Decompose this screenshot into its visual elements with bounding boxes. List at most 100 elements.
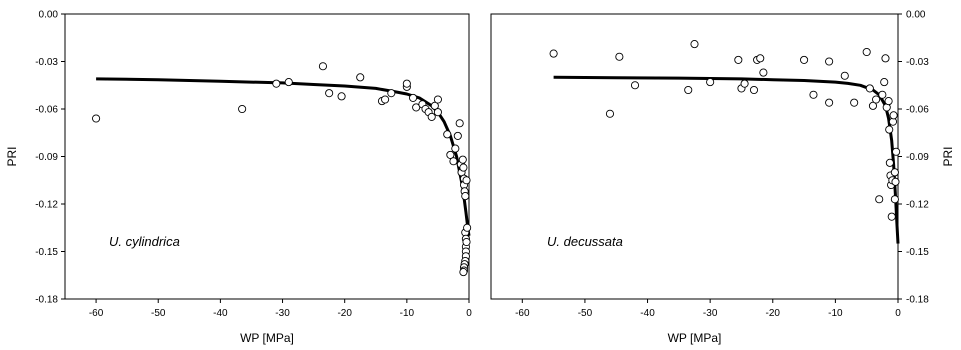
data-point	[840, 71, 849, 80]
data-point	[890, 195, 899, 204]
data-point	[878, 90, 887, 99]
data-point	[430, 101, 439, 110]
data-point	[272, 79, 281, 88]
species-annotation: U. decussata	[547, 234, 623, 249]
species-annotation: U. cylindrica	[109, 234, 180, 249]
data-point	[387, 89, 396, 98]
data-point	[884, 97, 893, 106]
data-point	[615, 52, 624, 61]
y-tick-label: -0.06	[906, 105, 929, 116]
x-tick-label: -30	[703, 308, 718, 319]
data-point	[443, 130, 452, 139]
plot-frame	[64, 13, 470, 300]
data-point	[459, 268, 468, 277]
data-point	[875, 195, 884, 204]
data-point	[809, 90, 818, 99]
y-axis-label: PRI	[5, 146, 19, 166]
data-point	[605, 109, 615, 118]
y-tick-label: -0.15	[906, 247, 929, 258]
y-tick-label: -0.09	[35, 152, 58, 163]
y-tick-label: -0.03	[906, 57, 929, 68]
data-point	[459, 163, 468, 172]
x-tick-label: -20	[337, 308, 352, 319]
data-point	[451, 144, 460, 153]
data-point	[690, 40, 699, 49]
y-tick-label: -0.06	[35, 105, 58, 116]
data-point	[868, 101, 878, 110]
data-point	[749, 85, 759, 95]
x-tick-label: -20	[766, 308, 781, 319]
data-point	[325, 89, 334, 98]
data-point	[458, 155, 467, 164]
data-point	[862, 47, 871, 57]
y-tick-label: 0.00	[906, 10, 926, 21]
data-point	[892, 147, 901, 156]
y-tick-label: 0.00	[39, 10, 59, 21]
x-tick-label: -40	[640, 308, 655, 319]
data-point	[238, 104, 247, 114]
data-point	[337, 92, 346, 101]
data-point	[850, 98, 859, 107]
data-point	[825, 98, 834, 107]
data-point	[318, 62, 327, 71]
data-point	[356, 73, 365, 82]
x-tick-label: -50	[151, 308, 166, 319]
y-tick-label: -0.15	[35, 247, 58, 258]
data-point	[684, 85, 693, 95]
fitted-curve	[96, 77, 471, 236]
data-point	[449, 157, 458, 166]
data-point	[706, 78, 715, 87]
data-point	[463, 223, 472, 232]
x-tick-label: -10	[400, 308, 415, 319]
data-point	[455, 119, 464, 128]
data-point	[461, 192, 470, 201]
data-point	[885, 125, 894, 134]
x-tick-label: -60	[515, 308, 530, 319]
data-point	[409, 93, 418, 102]
data-point	[865, 84, 874, 93]
x-tick-label: -40	[213, 308, 228, 319]
x-axis-label: WP [MPa]	[240, 331, 294, 345]
data-point	[92, 114, 101, 123]
data-point	[890, 168, 899, 177]
data-point	[734, 55, 743, 64]
x-tick-label: -30	[275, 308, 290, 319]
x-tick-label: 0	[895, 308, 901, 319]
data-point	[446, 150, 455, 159]
y-tick-label: -0.18	[906, 295, 929, 306]
data-point	[887, 212, 896, 221]
data-point	[885, 158, 894, 167]
data-point	[381, 95, 390, 104]
data-point	[462, 176, 471, 185]
data-point	[433, 108, 442, 117]
y-tick-label: -0.18	[35, 295, 58, 306]
data-point	[889, 111, 898, 120]
x-tick-label: -60	[89, 308, 104, 319]
data-point	[872, 95, 881, 104]
data-point	[880, 78, 889, 87]
data-point	[462, 237, 471, 247]
data-point	[800, 55, 809, 64]
data-point	[630, 81, 640, 90]
data-point	[433, 95, 442, 104]
y-tick-label: -0.12	[906, 200, 929, 211]
data-point	[740, 79, 749, 88]
x-tick-label: -10	[828, 308, 843, 319]
data-point	[881, 54, 890, 63]
x-tick-label: 0	[466, 308, 472, 319]
data-point	[759, 68, 768, 77]
data-point	[284, 78, 293, 87]
data-point	[427, 112, 436, 121]
data-point	[825, 57, 834, 66]
y-tick-label: -0.03	[35, 57, 58, 68]
data-point	[891, 177, 900, 186]
y-axis-label: PRI	[941, 146, 955, 166]
x-axis-label: WP [MPa]	[668, 331, 722, 345]
y-tick-label: -0.09	[906, 152, 929, 163]
data-point	[549, 49, 558, 58]
panel-u-decussata: -60 -50 -40 -30 -20 -10 0 0.00 -0.03 -0.06 -0.09 -0…	[490, 10, 955, 345]
x-tick-label: -50	[578, 308, 593, 319]
y-tick-label: -0.12	[35, 200, 58, 211]
data-point	[453, 131, 462, 140]
